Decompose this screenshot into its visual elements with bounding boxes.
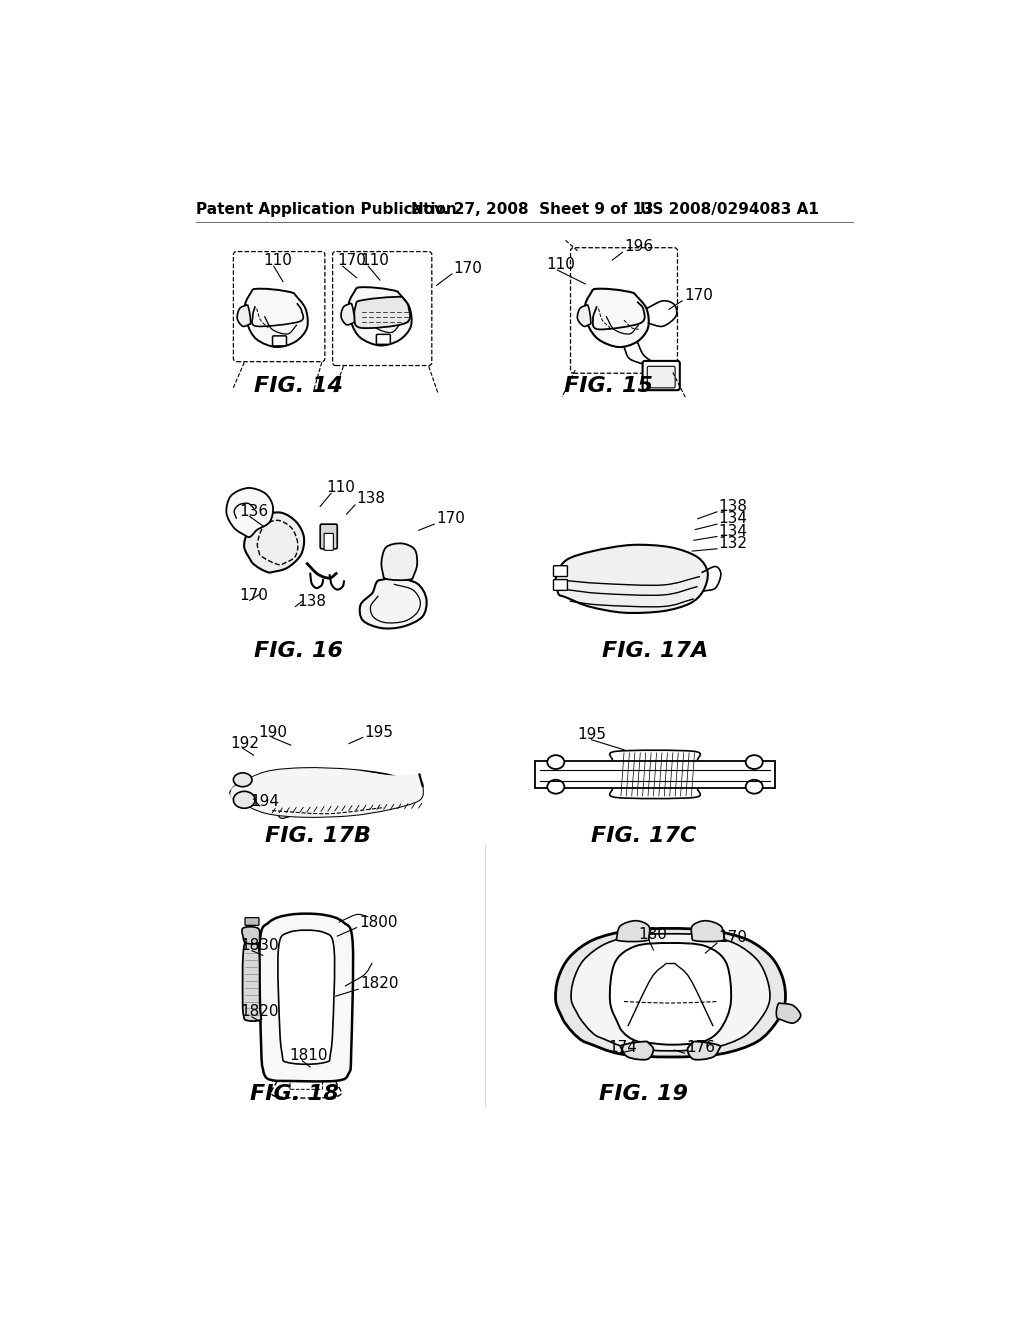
PathPatch shape — [348, 288, 412, 346]
Text: 194: 194 — [251, 793, 280, 809]
PathPatch shape — [616, 921, 650, 941]
FancyBboxPatch shape — [272, 335, 287, 346]
PathPatch shape — [578, 305, 591, 326]
Text: 174: 174 — [608, 1040, 637, 1055]
FancyBboxPatch shape — [245, 917, 259, 925]
PathPatch shape — [245, 289, 308, 347]
Text: 170: 170 — [684, 288, 714, 304]
Text: 134: 134 — [719, 524, 748, 539]
Ellipse shape — [547, 755, 564, 770]
PathPatch shape — [555, 928, 785, 1057]
PathPatch shape — [244, 512, 304, 573]
Text: 1810: 1810 — [289, 1048, 328, 1063]
PathPatch shape — [621, 1041, 653, 1060]
PathPatch shape — [776, 1003, 801, 1023]
Text: 170: 170 — [337, 253, 367, 268]
Ellipse shape — [745, 755, 763, 770]
Text: 110: 110 — [263, 253, 292, 268]
Text: 176: 176 — [686, 1040, 715, 1055]
Text: US 2008/0294083 A1: US 2008/0294083 A1 — [640, 202, 818, 218]
PathPatch shape — [381, 544, 417, 581]
Text: 170: 170 — [454, 261, 482, 276]
Text: 195: 195 — [365, 725, 393, 739]
FancyBboxPatch shape — [324, 533, 334, 550]
Text: 132: 132 — [719, 536, 748, 550]
Text: 196: 196 — [624, 239, 653, 255]
FancyBboxPatch shape — [647, 367, 675, 388]
PathPatch shape — [354, 297, 410, 329]
Text: 110: 110 — [360, 253, 389, 268]
Text: 110: 110 — [327, 480, 355, 495]
PathPatch shape — [278, 931, 335, 1064]
PathPatch shape — [687, 1041, 721, 1060]
Text: 195: 195 — [578, 727, 606, 742]
FancyBboxPatch shape — [377, 334, 390, 345]
Text: 110: 110 — [547, 257, 575, 272]
Text: 138: 138 — [356, 491, 386, 507]
Text: FIG. 18: FIG. 18 — [250, 1084, 339, 1104]
PathPatch shape — [571, 933, 770, 1051]
PathPatch shape — [341, 304, 354, 325]
Text: 1820: 1820 — [241, 1005, 279, 1019]
PathPatch shape — [585, 289, 649, 347]
Text: FIG. 19: FIG. 19 — [599, 1084, 688, 1104]
Text: 138: 138 — [719, 499, 748, 513]
Text: FIG. 17C: FIG. 17C — [591, 826, 696, 846]
Ellipse shape — [233, 792, 255, 808]
Text: FIG. 14: FIG. 14 — [254, 376, 343, 396]
PathPatch shape — [230, 768, 423, 817]
Ellipse shape — [233, 774, 252, 787]
PathPatch shape — [691, 921, 725, 941]
Text: 180: 180 — [638, 927, 667, 942]
PathPatch shape — [243, 939, 261, 1022]
Text: 170: 170 — [239, 589, 267, 603]
PathPatch shape — [238, 305, 251, 326]
Text: Patent Application Publication: Patent Application Publication — [197, 202, 457, 218]
Text: FIG. 17A: FIG. 17A — [602, 642, 709, 661]
Ellipse shape — [745, 780, 763, 793]
FancyBboxPatch shape — [321, 524, 337, 549]
FancyBboxPatch shape — [554, 566, 567, 577]
Text: FIG. 16: FIG. 16 — [254, 642, 343, 661]
Text: 134: 134 — [719, 511, 748, 527]
Text: 190: 190 — [258, 725, 287, 739]
Text: Nov. 27, 2008  Sheet 9 of 13: Nov. 27, 2008 Sheet 9 of 13 — [411, 202, 653, 218]
Text: 170: 170 — [719, 931, 748, 945]
PathPatch shape — [555, 545, 708, 612]
Ellipse shape — [547, 780, 564, 793]
PathPatch shape — [242, 927, 260, 944]
Text: 136: 136 — [239, 503, 268, 519]
Text: 192: 192 — [230, 737, 259, 751]
Text: 1820: 1820 — [360, 977, 399, 991]
Text: 138: 138 — [297, 594, 326, 609]
Text: 1830: 1830 — [241, 937, 279, 953]
PathPatch shape — [610, 942, 731, 1044]
Text: FIG. 17B: FIG. 17B — [265, 826, 371, 846]
PathPatch shape — [259, 913, 353, 1081]
PathPatch shape — [226, 488, 273, 537]
Text: FIG. 15: FIG. 15 — [564, 376, 653, 396]
PathPatch shape — [359, 578, 427, 628]
Text: 1800: 1800 — [359, 915, 397, 929]
FancyBboxPatch shape — [554, 579, 567, 590]
FancyBboxPatch shape — [643, 360, 680, 391]
Text: 170: 170 — [436, 511, 465, 527]
